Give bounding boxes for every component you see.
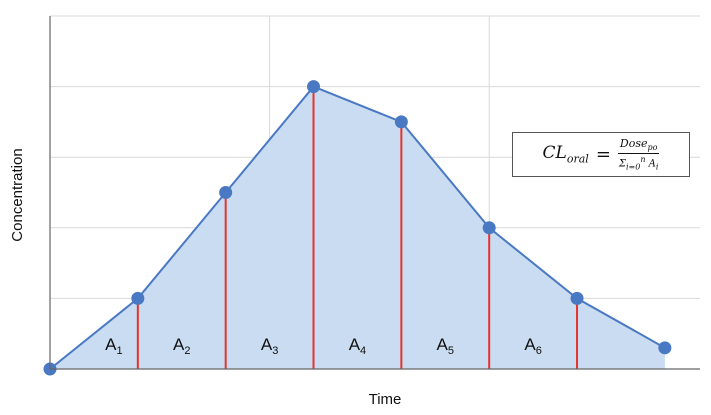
formula-box: CLoral = Dosepo Σi=0n Ai	[512, 132, 690, 177]
formula-lhs: CLoral	[542, 143, 589, 166]
data-point	[394, 115, 408, 129]
y-axis-label: Concentration	[9, 148, 26, 241]
data-point	[658, 341, 672, 355]
area-dividers	[136, 86, 579, 369]
area-label: A3	[261, 335, 278, 357]
area-labels: A1 A2 A3 A4 A5 A6	[105, 335, 542, 357]
data-point	[131, 291, 145, 305]
formula-numerator: Dosepo	[617, 137, 660, 155]
x-axis-label: Time	[369, 391, 402, 408]
area-label: A5	[437, 335, 454, 357]
area-label: A1	[105, 335, 122, 357]
area-label: A2	[173, 335, 190, 357]
data-point	[570, 291, 584, 305]
formula-denominator: Σi=0n Ai	[618, 155, 659, 172]
area-label: A6	[524, 335, 541, 357]
area-label: A4	[349, 335, 366, 357]
data-points	[43, 80, 672, 376]
formula-equals: =	[595, 144, 611, 165]
data-point	[307, 80, 321, 94]
area-under-curve	[50, 86, 665, 369]
data-point	[482, 221, 496, 235]
formula-fraction: Dosepo Σi=0n Ai	[617, 137, 660, 172]
concentration-line	[49, 85, 666, 370]
data-point	[219, 186, 233, 199]
